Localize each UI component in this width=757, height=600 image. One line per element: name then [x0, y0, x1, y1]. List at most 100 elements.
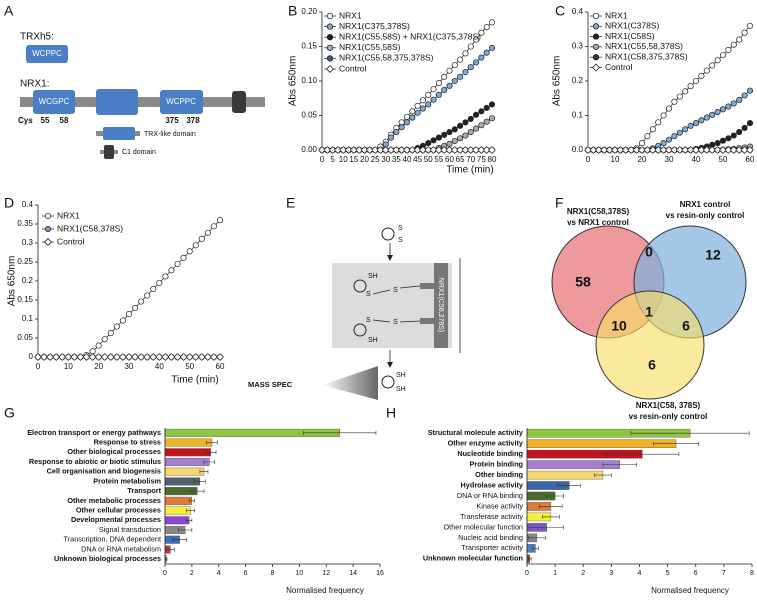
x-tick-label: 40 — [692, 155, 701, 164]
data-point — [687, 83, 694, 90]
data-point — [638, 140, 646, 147]
x-tick-label: 4 — [638, 570, 642, 577]
legend-swatch — [103, 127, 135, 140]
data-point — [210, 353, 218, 361]
data-point — [113, 323, 120, 330]
data-point — [179, 353, 188, 361]
y-tick-label: 0.1 — [572, 111, 584, 120]
data-point — [403, 119, 411, 126]
legend-marker — [44, 212, 52, 220]
y-tick-label: 0.3 — [572, 42, 584, 51]
panel-letter: E — [286, 195, 295, 211]
data-point — [746, 87, 754, 94]
legend-marker — [592, 12, 600, 20]
domain-box — [96, 89, 138, 115]
data-point — [697, 146, 706, 154]
panel-letter: A — [4, 3, 14, 19]
protein-icon — [381, 227, 395, 241]
thiol-label: S — [366, 291, 371, 298]
data-point — [52, 353, 61, 361]
data-point — [132, 304, 139, 312]
x-tick-label: 4 — [217, 570, 221, 577]
data-point — [714, 109, 721, 116]
data-point — [488, 19, 496, 26]
data-point — [441, 131, 448, 138]
data-point — [478, 54, 485, 61]
region-count: 12 — [705, 247, 721, 263]
region-count: 6 — [648, 357, 656, 373]
bar — [164, 467, 205, 476]
legend-marker — [326, 23, 334, 30]
data-point — [138, 298, 145, 305]
legend-label: NRX1(C58,378S) — [57, 223, 123, 233]
data-point — [185, 353, 194, 361]
data-point — [611, 146, 619, 154]
legend-label: Control — [57, 236, 85, 246]
data-point — [318, 146, 326, 154]
error-bar — [532, 546, 539, 551]
x-tick-label: 25 — [371, 155, 380, 164]
data-point — [627, 146, 636, 154]
data-point — [462, 68, 469, 76]
panel-letter: G — [4, 405, 15, 421]
data-point — [451, 62, 458, 69]
data-point — [719, 137, 727, 144]
y-tick-label: 0.15 — [17, 295, 33, 304]
data-point — [156, 279, 163, 286]
data-point — [478, 108, 485, 115]
category-label: Transferase activity — [460, 512, 523, 521]
data-point — [173, 353, 182, 361]
category-label: DNA or RNA metabolism — [81, 544, 161, 553]
arrow-head — [387, 255, 393, 261]
data-point — [671, 133, 678, 140]
data-point — [393, 129, 400, 136]
data-point — [719, 52, 727, 59]
x-tick-label: 12 — [322, 570, 330, 577]
workflow-diagram: S S NRX1(C58,378S) SH S S S S SH SH SH M… — [248, 225, 461, 400]
x-tick-label: 40 — [403, 155, 412, 164]
data-point — [621, 146, 630, 154]
set-label: NRX1(C58, 378S) — [636, 401, 701, 410]
legend-marker — [326, 12, 334, 20]
data-point — [462, 50, 469, 57]
data-point — [616, 146, 625, 154]
x-tick-label: 8 — [271, 570, 275, 577]
cys-position: 55 — [41, 116, 50, 125]
error-bar — [186, 518, 193, 523]
data-point — [713, 146, 722, 154]
data-point — [478, 29, 485, 36]
error-bar — [165, 557, 168, 562]
error-bar — [528, 556, 532, 561]
line-chart: 0.0 0.1 0.2 0.3 0.4 0 10 20 30 40 50 60 Abs 650nm NRX… — [552, 7, 755, 164]
data-point — [435, 80, 442, 87]
data-point — [457, 56, 464, 63]
protein-label: NRX1: — [20, 79, 49, 90]
data-point — [457, 73, 464, 80]
data-point — [719, 146, 727, 154]
data-point — [451, 126, 458, 133]
data-point — [692, 120, 700, 127]
data-point — [730, 132, 737, 139]
data-point — [735, 146, 744, 154]
y-tick-label: 0.20 — [301, 7, 317, 16]
data-point — [467, 129, 474, 136]
legend-label: NRX1(C58,375,378S) — [605, 51, 688, 61]
y-tick-label: 0.4 — [22, 200, 34, 209]
data-point — [149, 353, 158, 361]
data-point — [457, 122, 464, 129]
data-point — [708, 146, 717, 154]
y-tick-label: 0.35 — [17, 219, 33, 228]
data-point — [746, 22, 754, 29]
data-point — [167, 353, 176, 361]
data-point — [483, 24, 490, 31]
bait-arm — [420, 283, 434, 289]
data-point — [112, 353, 121, 361]
thiol-label: S — [393, 287, 398, 294]
x-tick-label: 7 — [722, 570, 726, 577]
bond — [399, 320, 421, 323]
cys-position: 378 — [186, 116, 200, 125]
category-label: Protein binding — [469, 460, 523, 469]
error-bar — [166, 547, 175, 552]
error-bar — [194, 479, 206, 484]
category-label: Other molecular function — [444, 522, 524, 531]
